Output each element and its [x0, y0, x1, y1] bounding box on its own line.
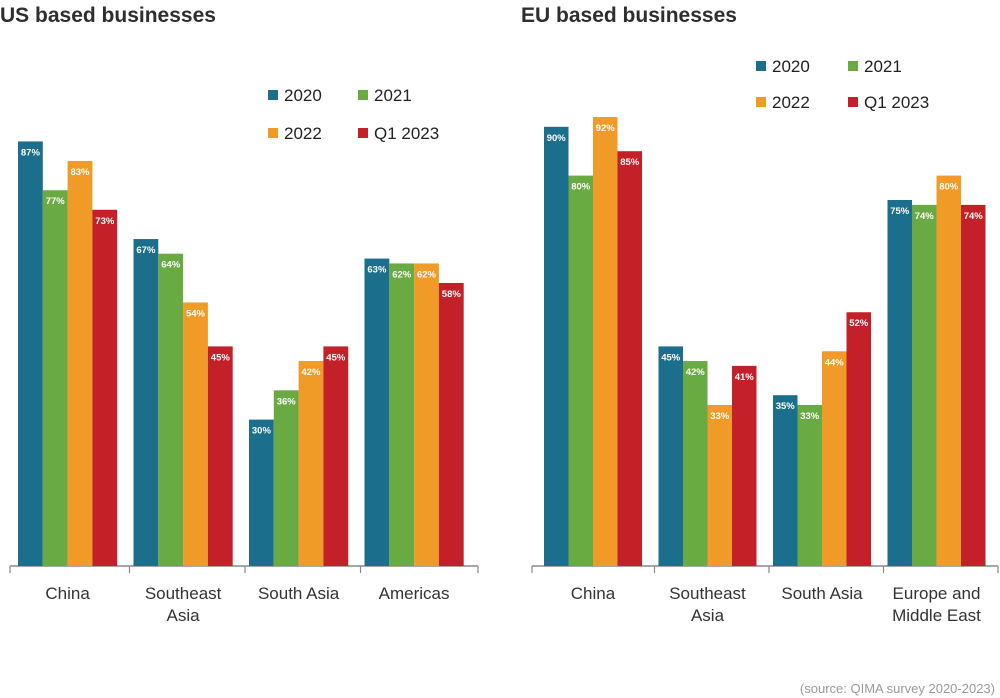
eu-data-label: 33%	[800, 411, 820, 422]
us-legend-label: Q1 2023	[374, 124, 439, 143]
eu-bar-2022	[822, 351, 847, 566]
eu-bar-2020	[773, 395, 798, 566]
eu-data-label: 52%	[849, 318, 869, 329]
us-data-label: 62%	[417, 269, 437, 280]
eu-bar-2021	[568, 175, 593, 566]
us-data-label: 63%	[367, 265, 387, 276]
us-data-label: 36%	[277, 396, 297, 407]
us-bar-2020	[18, 141, 43, 566]
eu-data-label: 75%	[890, 206, 910, 217]
eu-bar-2022	[707, 404, 732, 566]
eu-legend-label: 2021	[864, 57, 902, 76]
eu-bar-2020	[544, 126, 569, 567]
eu-legend-swatch	[756, 61, 766, 71]
us-data-label: 54%	[186, 308, 206, 319]
eu-data-label: 41%	[735, 372, 755, 383]
us-bar-2022	[183, 302, 208, 566]
eu-legend-swatch	[756, 97, 766, 107]
us-data-label: 58%	[442, 289, 462, 300]
eu-bar-q1-2023	[617, 151, 642, 566]
us-data-label: 45%	[211, 352, 231, 363]
eu-bar-2021	[912, 204, 937, 566]
us-category-label: South Asia	[258, 584, 340, 603]
eu-bar-2020	[658, 346, 683, 566]
chart-title-eu: EU based businesses	[521, 4, 737, 27]
chart-title-us: US based businesses	[0, 4, 216, 27]
eu-data-label: 45%	[661, 352, 681, 363]
us-data-label: 67%	[136, 245, 156, 256]
eu-bar-2020	[887, 200, 912, 566]
eu-legend-swatch	[848, 97, 858, 107]
eu-bar-q1-2023	[732, 365, 757, 566]
eu-data-label: 33%	[710, 411, 730, 422]
us-data-label: 42%	[301, 367, 321, 378]
us-bar-2022	[414, 263, 439, 566]
eu-category-label: Southeast Asia	[669, 584, 746, 625]
us-data-label: 62%	[392, 269, 412, 280]
us-bar-2020	[249, 419, 274, 566]
us-legend-swatch	[358, 128, 368, 138]
us-category-label: China	[45, 584, 90, 603]
eu-bar-q1-2023	[846, 312, 871, 566]
us-data-label: 73%	[95, 216, 115, 227]
eu-legend-swatch	[848, 61, 858, 71]
us-data-label: 77%	[46, 196, 66, 207]
eu-category-label: Europe and Middle East	[892, 584, 981, 625]
eu-data-label: 80%	[571, 182, 591, 193]
us-legend-swatch	[358, 90, 368, 100]
eu-data-label: 90%	[547, 133, 567, 144]
us-data-label: 83%	[70, 167, 90, 178]
us-legend-swatch	[268, 128, 278, 138]
us-data-label: 87%	[21, 147, 41, 158]
us-legend-label: 2021	[374, 86, 412, 105]
us-bar-q1-2023	[438, 282, 464, 566]
us-data-label: 64%	[161, 260, 181, 271]
eu-data-label: 92%	[596, 123, 616, 134]
eu-plot: 90% 80% 92% 85% China 45% 42% 33% 41% Southeast As…	[531, 57, 999, 625]
us-legend-swatch	[268, 90, 278, 100]
us-bar-q1-2023	[92, 209, 118, 566]
eu-bar-2021	[683, 361, 708, 566]
eu-data-label: 80%	[939, 182, 959, 193]
us-bar-2021	[158, 253, 184, 566]
us-bar-2020	[364, 258, 390, 566]
us-category-label: Southeast Asia	[145, 584, 222, 625]
us-bar-2020	[133, 239, 159, 567]
eu-legend-label: 2020	[772, 57, 810, 76]
us-bar-2021	[389, 263, 415, 566]
us-legend-label: 2022	[284, 124, 322, 143]
us-legend-label: 2020	[284, 86, 322, 105]
eu-bar-2022	[593, 117, 618, 566]
eu-data-label: 74%	[915, 211, 935, 222]
source-note: (source: QIMA survey 2020-2023)	[800, 681, 995, 696]
eu-category-label: South Asia	[781, 584, 863, 603]
eu-data-label: 85%	[620, 157, 640, 168]
us-bar-2021	[273, 390, 299, 566]
eu-legend-label: Q1 2023	[864, 93, 929, 112]
eu-bar-2021	[797, 404, 822, 566]
us-bar-2022	[67, 160, 93, 566]
eu-data-label: 74%	[964, 211, 984, 222]
us-bar-q1-2023	[323, 346, 349, 566]
us-data-label: 45%	[326, 352, 346, 363]
us-category-label: Americas	[379, 584, 450, 603]
eu-data-label: 35%	[776, 401, 796, 412]
eu-data-label: 44%	[825, 357, 845, 368]
us-bar-2022	[298, 361, 324, 566]
us-data-label: 30%	[252, 426, 272, 437]
eu-category-label: China	[571, 584, 616, 603]
us-bar-q1-2023	[207, 346, 233, 566]
eu-legend-label: 2022	[772, 93, 810, 112]
us-bar-2021	[42, 190, 68, 567]
eu-data-label: 42%	[686, 367, 706, 378]
eu-bar-2022	[936, 175, 961, 566]
us-plot: 87% 77% 83% 73% China 67% 64% 54% 45% Southeast As…	[9, 86, 479, 625]
eu-bar-q1-2023	[961, 204, 986, 566]
